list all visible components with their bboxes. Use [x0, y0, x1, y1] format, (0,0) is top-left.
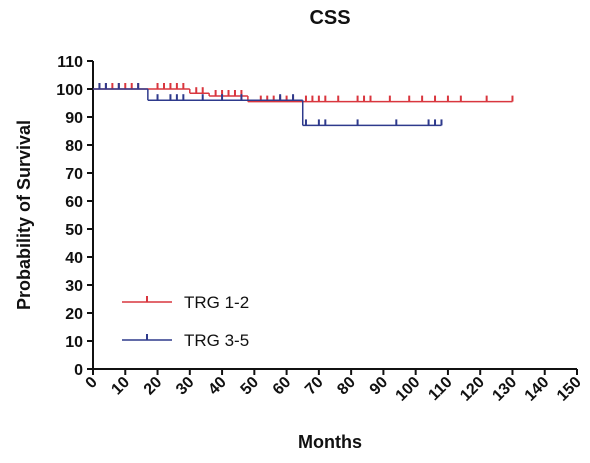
x-tick-label: 130	[489, 374, 520, 405]
y-tick-label: 90	[65, 110, 83, 127]
y-tick-label: 0	[74, 362, 83, 379]
y-tick-label: 80	[65, 138, 83, 155]
x-tick-label: 20	[141, 374, 166, 399]
x-tick-label: 140	[522, 374, 553, 405]
y-tick-label: 20	[65, 306, 83, 323]
x-tick-label: 120	[457, 374, 488, 405]
y-tick-label: 40	[65, 250, 83, 267]
y-tick-label: 50	[65, 222, 83, 239]
x-tick-label: 50	[238, 374, 263, 399]
x-tick-label: 80	[334, 374, 359, 399]
legend-label: TRG 3-5	[184, 331, 249, 350]
x-tick-label: 40	[205, 374, 230, 399]
x-tick-label: 0	[83, 374, 101, 392]
y-tick-label: 60	[65, 194, 83, 211]
y-tick-label: 10	[65, 334, 83, 351]
x-tick-label: 150	[554, 374, 585, 405]
x-tick-label: 110	[425, 374, 455, 404]
legend-label: TRG 1-2	[184, 293, 249, 312]
x-tick-label: 60	[270, 374, 295, 399]
y-axis-label: Probability of Survival	[14, 120, 34, 310]
x-tick-label: 10	[108, 374, 133, 399]
x-axis-label: Months	[298, 432, 362, 452]
x-tick-label: 90	[367, 374, 392, 399]
y-tick-label: 100	[56, 82, 83, 99]
y-tick-label: 30	[65, 278, 83, 295]
x-tick-label: 100	[393, 374, 424, 405]
y-tick-label: 110	[57, 54, 83, 71]
x-tick-label: 70	[302, 374, 327, 399]
y-tick-label: 70	[65, 166, 83, 183]
x-tick-label: 30	[173, 374, 198, 399]
chart-title: CSS	[309, 7, 350, 29]
